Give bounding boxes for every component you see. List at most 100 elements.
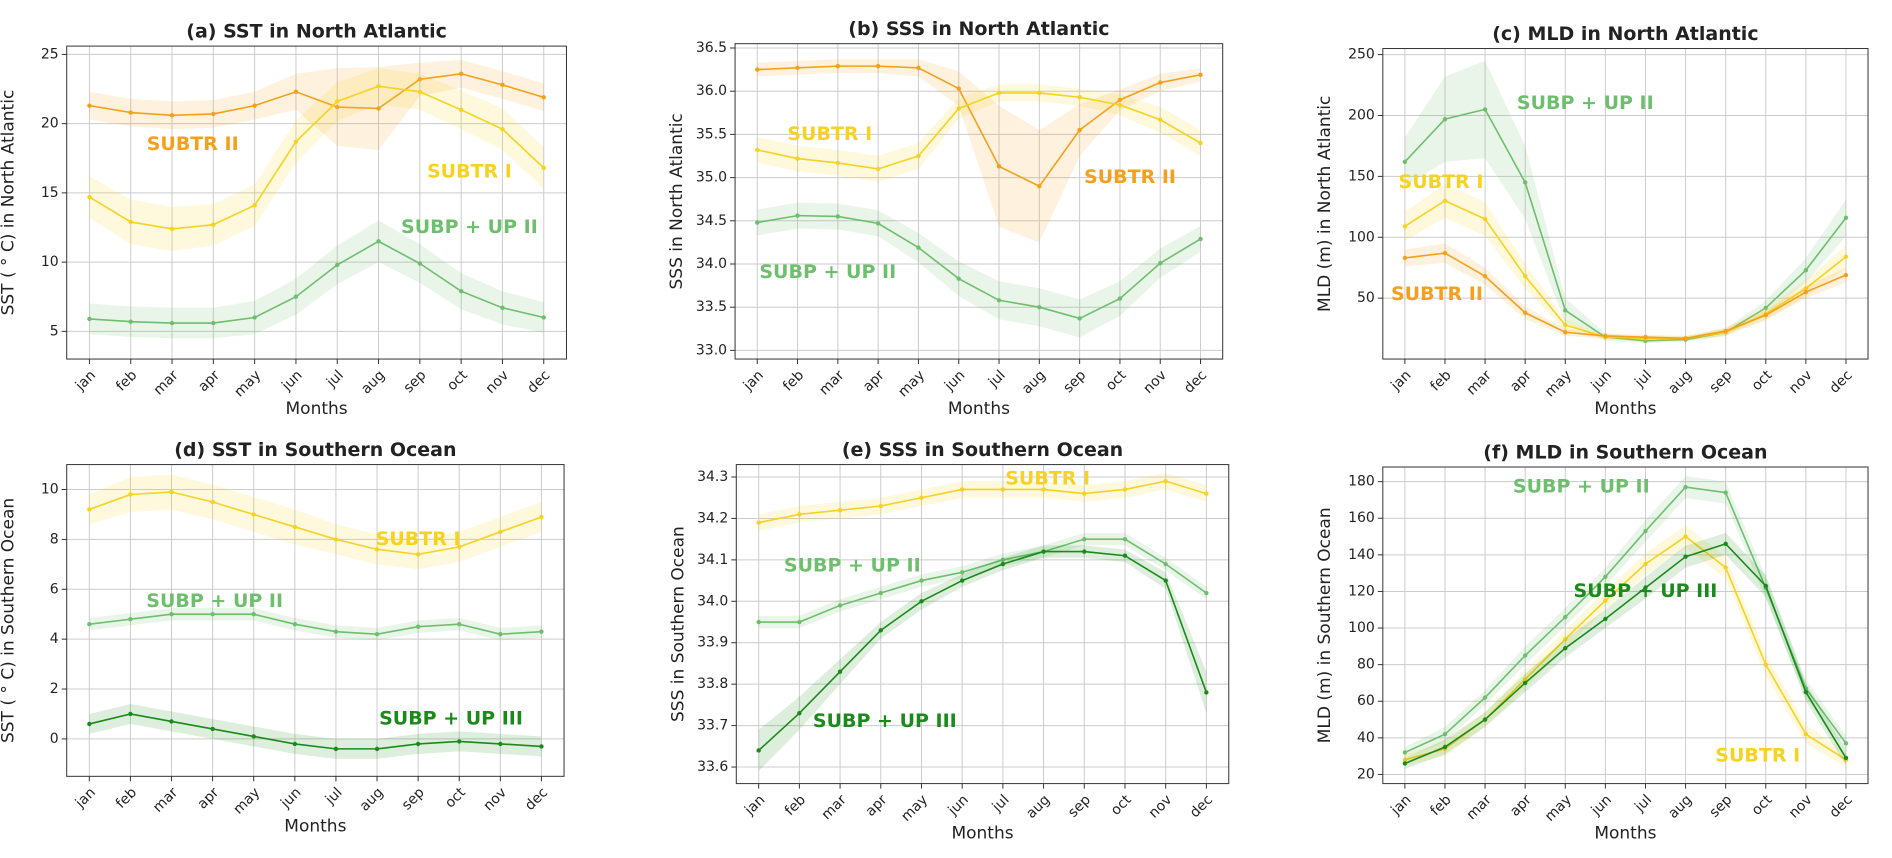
x-tick-label: aug [357, 785, 387, 815]
x-tick-label: sep [399, 785, 428, 814]
point [837, 603, 843, 608]
series-line [1404, 199, 1847, 340]
point [169, 113, 175, 118]
x-tick-label: mar [150, 784, 181, 815]
point [959, 487, 965, 492]
y-axis-label: SST ( ° C) in North Atlantic [0, 90, 19, 316]
point [541, 95, 546, 100]
point [87, 316, 92, 322]
point [795, 65, 800, 71]
x-tick-label: dec [1826, 792, 1855, 821]
point [539, 744, 544, 749]
point [1763, 662, 1768, 667]
point [333, 746, 339, 752]
point [1077, 316, 1082, 321]
chart-title: (d) SST in Southern Ocean [174, 439, 456, 461]
point [1843, 741, 1849, 746]
x-tick-label: jan [740, 367, 767, 394]
x-axis-label: Months [1594, 824, 1656, 844]
series-line [89, 613, 542, 635]
x-tick-label: jul [323, 367, 347, 391]
y-tick-label: 200 [1348, 107, 1375, 123]
y-tick-label: 36.0 [696, 83, 727, 99]
x-tick-label: may [895, 367, 928, 400]
point [335, 104, 340, 110]
point [128, 492, 133, 497]
x-tick-label: aug [1665, 792, 1695, 822]
point [1117, 296, 1123, 301]
point [457, 739, 462, 744]
series-label: SUBTR I [787, 123, 872, 145]
chart-title: (a) SST in North Atlantic [186, 21, 447, 43]
subplot: 50 100 150 200 250 jan feb mar apr may jun jul aug se… [1315, 23, 1869, 419]
point [878, 503, 883, 509]
error-band [1404, 525, 1846, 768]
point [417, 77, 423, 82]
x-tick-label: feb [780, 367, 807, 394]
chart-title: (f) MLD in Southern Ocean [1483, 442, 1767, 464]
x-tick-label: may [1542, 792, 1575, 825]
x-tick-label: jun [278, 367, 305, 394]
point [251, 512, 256, 517]
series-line [89, 85, 545, 230]
x-tick-label: nov [1786, 367, 1816, 397]
point [996, 164, 1002, 169]
x-tick-label: oct [442, 784, 469, 811]
point [1803, 689, 1809, 695]
point [1082, 549, 1087, 554]
series-line [758, 550, 1208, 752]
point [498, 631, 503, 637]
point [1723, 565, 1728, 570]
point [1683, 554, 1688, 559]
point [376, 106, 381, 111]
plot-area [66, 46, 567, 360]
x-tick-label: nov [483, 367, 513, 397]
point [210, 612, 215, 617]
y-tick-label: 6 [50, 581, 59, 597]
series-label: SUBP + UP II [759, 261, 896, 283]
series-label: SUBP + UP II [146, 590, 283, 612]
point [292, 621, 298, 627]
point [128, 319, 133, 324]
point [1723, 490, 1728, 495]
point [1843, 755, 1849, 761]
point [1198, 140, 1203, 146]
series-label: SUBTR II [147, 133, 239, 155]
point [1442, 198, 1448, 203]
point [1843, 215, 1849, 220]
point [211, 111, 216, 117]
point [1442, 116, 1448, 122]
x-tick-label: jan [72, 367, 99, 394]
point [500, 126, 505, 132]
point [1163, 561, 1168, 567]
y-axis-label: SST ( ° C) in Southern Ocean [0, 498, 19, 743]
point [1442, 731, 1448, 737]
y-tick-label: 33.7 [697, 718, 728, 734]
point [500, 82, 505, 88]
point [333, 537, 339, 542]
y-tick-label: 33.0 [696, 342, 727, 358]
point [1803, 289, 1809, 295]
x-tick-label: mar [816, 367, 847, 398]
x-tick-label: oct [444, 367, 471, 394]
point [835, 63, 841, 69]
x-tick-label: jul [1631, 792, 1655, 816]
point [1204, 690, 1209, 695]
point [1041, 549, 1046, 554]
y-tick-label: 34.5 [696, 213, 727, 229]
point [756, 520, 761, 525]
x-tick-label: jun [941, 367, 968, 394]
point [1158, 80, 1163, 85]
x-tick-label: jan [1387, 367, 1414, 394]
x-tick-label: sep [401, 367, 430, 396]
series-line [89, 713, 542, 750]
point [335, 99, 340, 104]
y-axis-label: SSS in North Atlantic [667, 113, 687, 289]
x-tick-label: feb [782, 792, 809, 819]
x-tick-label: jun [1588, 792, 1615, 819]
point [210, 499, 215, 505]
series-label: SUBTR I [1399, 171, 1484, 193]
point [415, 741, 421, 747]
point [169, 226, 175, 232]
y-tick-label: 34.3 [697, 469, 728, 485]
